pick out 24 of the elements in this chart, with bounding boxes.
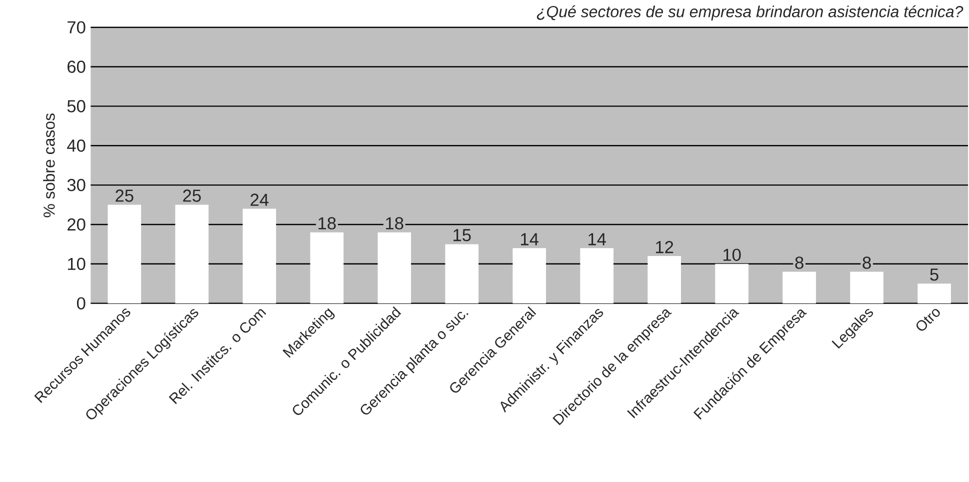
y-tick-label: 50 xyxy=(67,100,86,112)
y-tick-label: 70 xyxy=(68,21,86,34)
y-tick-label: 10 xyxy=(68,258,86,270)
chart-title: ¿Qué sectores de su empresa brindaron asistencia técnica? xyxy=(536,5,964,20)
data-label: 8 xyxy=(795,256,804,269)
data-label: 25 xyxy=(183,190,201,202)
data-label: 14 xyxy=(588,233,606,246)
y-axis-title: % sobre casos xyxy=(43,113,55,218)
data-label: 18 xyxy=(318,217,336,230)
data-label: 10 xyxy=(723,248,741,261)
y-tick-label: 0 xyxy=(76,297,86,310)
x-tick-label: Otro xyxy=(916,308,940,331)
data-label: 18 xyxy=(386,217,404,230)
data-label: 12 xyxy=(656,240,674,254)
y-tick-label: 40 xyxy=(67,139,86,152)
data-label: 15 xyxy=(454,229,471,242)
data-label: 24 xyxy=(250,194,269,206)
data-label: 5 xyxy=(930,268,938,281)
data-label: 8 xyxy=(862,256,871,269)
data-label: 25 xyxy=(116,190,134,202)
y-tick-label: 60 xyxy=(68,60,86,73)
y-tick-label: 20 xyxy=(68,218,86,231)
data-label: 14 xyxy=(521,233,538,246)
y-tick-label: 30 xyxy=(67,178,86,192)
